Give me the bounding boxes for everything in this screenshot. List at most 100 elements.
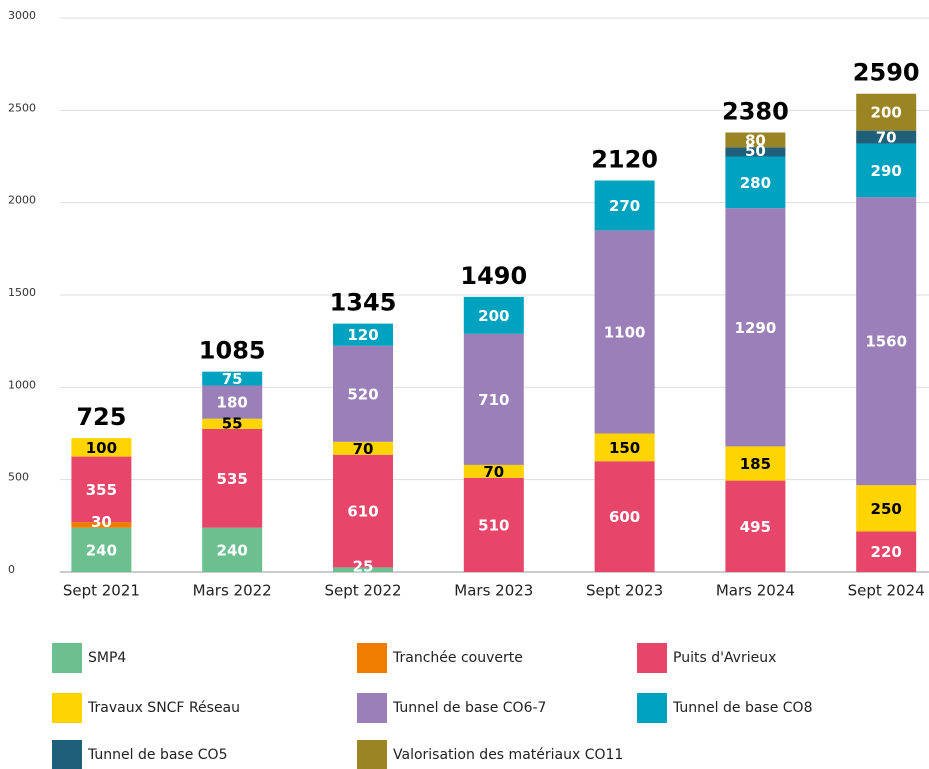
bar-segment <box>725 446 786 481</box>
segment-label: 290 <box>871 162 902 180</box>
bar-segment <box>333 567 393 572</box>
legend-swatch <box>52 643 82 673</box>
legend-swatch <box>357 643 387 673</box>
segment-label: 1100 <box>604 323 646 341</box>
x-tick-label: Sept 2023 <box>586 582 663 600</box>
segment-label: 180 <box>217 394 248 412</box>
x-tick-label: Mars 2023 <box>454 582 533 600</box>
bar-segment <box>202 371 263 386</box>
bar-segment <box>71 522 132 528</box>
x-tick-label: Sept 2022 <box>324 582 401 600</box>
legend-swatch <box>357 740 387 769</box>
segment-label: 535 <box>217 470 248 488</box>
bar-segment <box>594 461 655 572</box>
segment-label: 250 <box>871 500 902 518</box>
bar-segment <box>333 441 393 455</box>
legend-swatch <box>52 740 82 769</box>
total-label: 2120 <box>591 146 658 174</box>
bar-segment <box>725 147 786 157</box>
bar-segment <box>594 433 655 462</box>
segment-label: 240 <box>86 541 117 559</box>
legend-label: SMP4 <box>88 650 126 666</box>
segment-label: 120 <box>347 326 378 344</box>
bar-segment <box>202 385 263 419</box>
segment-label: 55 <box>222 414 243 432</box>
bar-segment <box>202 527 263 572</box>
y-tick-label: 2500 <box>8 101 36 114</box>
bar-segment <box>725 208 786 447</box>
bar-segment <box>463 477 524 572</box>
bar-segment <box>725 480 786 572</box>
segment-label: 200 <box>871 104 902 122</box>
segment-label: 200 <box>478 307 509 325</box>
legend-swatch <box>52 693 82 723</box>
legend-label: Valorisation des matériaux CO11 <box>393 747 623 763</box>
segment-label: 1290 <box>735 319 777 337</box>
bar-segment <box>856 531 917 572</box>
bar-segment <box>463 333 524 465</box>
segment-label: 280 <box>740 174 771 192</box>
y-tick-label: 3000 <box>8 9 36 22</box>
legend-swatch <box>357 693 387 723</box>
total-label: 2590 <box>853 59 920 87</box>
segment-label: 240 <box>217 541 248 559</box>
bar-segment <box>463 296 524 334</box>
segment-label: 1560 <box>865 333 907 351</box>
segment-label: 25 <box>353 558 374 576</box>
segment-label: 30 <box>91 513 112 531</box>
bar-segment <box>856 143 917 198</box>
y-tick-label: 1000 <box>8 378 36 391</box>
segment-label: 150 <box>609 439 640 457</box>
segment-label: 50 <box>745 142 766 160</box>
segment-label: 600 <box>609 508 640 526</box>
segment-label: 100 <box>86 439 117 457</box>
bar-segment <box>594 180 655 231</box>
segment-label: 75 <box>222 370 243 388</box>
bar-segment <box>463 464 524 478</box>
segment-label: 220 <box>871 543 902 561</box>
segment-label: 355 <box>86 481 117 499</box>
bar-segment <box>856 485 917 532</box>
bar-segment <box>333 323 393 346</box>
legend-swatch <box>637 693 667 723</box>
bar-segment <box>71 527 132 572</box>
segment-label: 70 <box>353 440 374 458</box>
total-label: 2380 <box>722 97 789 125</box>
segment-label: 270 <box>609 197 640 215</box>
segment-label: 495 <box>740 518 771 536</box>
bar-segment <box>856 130 917 144</box>
bar-segment <box>333 454 393 568</box>
y-tick-label: 1500 <box>8 286 36 299</box>
legend-label: Tunnel de base CO8 <box>672 700 812 716</box>
x-tick-label: Mars 2022 <box>193 582 272 600</box>
bar-segment <box>71 456 132 523</box>
legend-label: Tunnel de base CO5 <box>87 747 227 763</box>
x-tick-label: Mars 2024 <box>716 582 795 600</box>
segment-label: 70 <box>876 129 897 147</box>
legend-label: Puits d'Avrieux <box>673 650 776 666</box>
legend-label: Tranchée couverte <box>392 650 523 666</box>
bar-segment <box>202 428 263 528</box>
y-tick-label: 500 <box>8 471 29 484</box>
segment-label: 185 <box>740 455 771 473</box>
bar-segment <box>725 156 786 209</box>
bar-segment <box>594 230 655 434</box>
total-label: 1345 <box>330 289 397 317</box>
legend-swatch <box>637 643 667 673</box>
y-tick-label: 0 <box>8 563 15 576</box>
segment-label: 80 <box>745 131 766 149</box>
segment-label: 520 <box>347 385 378 403</box>
bar-segment <box>725 132 786 148</box>
segment-label: 70 <box>483 463 504 481</box>
bar-segment <box>71 438 132 457</box>
total-label: 1085 <box>199 337 266 365</box>
bar-segment <box>333 345 393 442</box>
legend-label: Travaux SNCF Réseau <box>87 700 240 716</box>
segment-label: 510 <box>478 516 509 534</box>
segment-label: 610 <box>347 503 378 521</box>
total-label: 725 <box>76 403 126 431</box>
legend-label: Tunnel de base CO6-7 <box>392 700 546 716</box>
bar-segment <box>856 93 917 131</box>
total-label: 1490 <box>460 262 527 290</box>
